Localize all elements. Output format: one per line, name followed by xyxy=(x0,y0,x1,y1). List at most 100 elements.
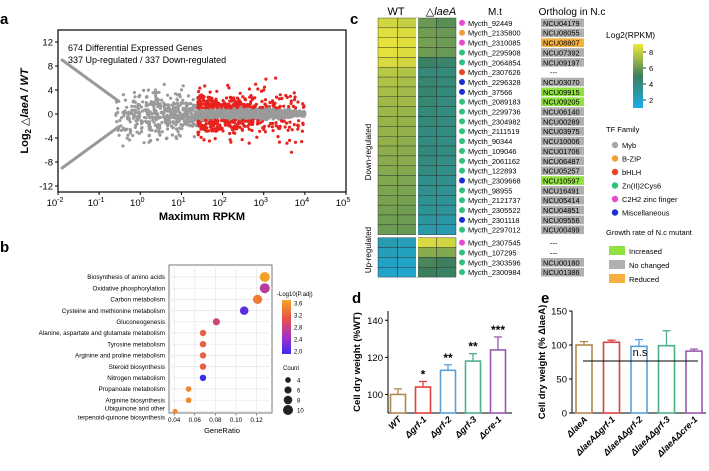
heatmap-cell xyxy=(436,86,457,97)
gene-point xyxy=(273,116,277,120)
heatmap-cell xyxy=(436,145,457,157)
gene-point xyxy=(154,129,158,133)
gene-point xyxy=(155,114,160,118)
gene-point xyxy=(151,118,155,122)
tf-family-dot xyxy=(459,49,465,56)
gene-point xyxy=(144,116,148,120)
heatmap-cell xyxy=(397,257,418,268)
ortholog-growth-box xyxy=(541,18,584,28)
gene-point xyxy=(125,105,129,109)
heatmap-cell xyxy=(436,76,457,88)
dotplot-term-label: Biosynthesis of amino acids xyxy=(87,274,165,281)
heatmap-cell xyxy=(436,116,457,127)
annotation-line-2: 337 Up-regulated / 337 Down-regulated xyxy=(68,55,226,65)
gene-point xyxy=(191,120,195,124)
deg-point xyxy=(202,95,206,99)
gene-point xyxy=(262,114,266,118)
deg-point xyxy=(300,140,304,144)
gene-point xyxy=(213,114,218,119)
gene-point xyxy=(173,116,177,120)
gene-point xyxy=(116,106,120,111)
gene-point xyxy=(134,123,138,127)
heatmap-cell xyxy=(436,155,457,166)
deg-point xyxy=(199,135,203,139)
deg-point xyxy=(224,106,228,110)
tf-family-dot xyxy=(459,39,465,46)
dotplot-dot xyxy=(199,363,207,370)
deg-point xyxy=(225,102,229,106)
gene-point xyxy=(232,106,236,110)
deg-point xyxy=(199,124,203,128)
ortholog-growth-box xyxy=(541,195,584,205)
deg-point xyxy=(274,76,278,80)
gene-point xyxy=(180,124,184,128)
tick-exponent: -2 xyxy=(57,197,63,204)
gene-id: Mycth_2061162 xyxy=(468,157,520,166)
gene-id: Mycth_2135800 xyxy=(468,29,521,38)
heatmap-cell xyxy=(436,165,457,176)
deg-point xyxy=(263,102,267,106)
deg-point xyxy=(196,95,200,99)
gene-id: Mycth_2303596 xyxy=(468,258,521,267)
heatmap-cell xyxy=(377,257,398,268)
gene-point xyxy=(183,107,187,111)
panel-d: d 100 120 140 WT * Δgrf-1 ** Δgrf-2 ** Δgrf-3 ***… xyxy=(352,290,512,442)
gene-point xyxy=(133,100,137,104)
gene-point xyxy=(231,110,235,114)
gene-point xyxy=(114,112,118,116)
gene-point xyxy=(169,96,173,100)
gene-point xyxy=(281,111,285,115)
deg-point xyxy=(249,94,253,98)
count-legend-dot xyxy=(283,395,293,405)
scatter-y-tick-label: 4 xyxy=(48,86,53,97)
gene-point xyxy=(122,126,126,130)
gene-point xyxy=(170,133,174,137)
ortholog-growth-box xyxy=(541,97,584,107)
gene-point xyxy=(164,120,168,124)
ortholog-growth-box xyxy=(541,48,584,57)
panel-b: b Biosynthesis of amino acids Oxidative p… xyxy=(0,239,313,435)
deg-point xyxy=(252,104,256,108)
scatter-points xyxy=(60,58,307,170)
deg-point xyxy=(244,119,248,123)
deg-point xyxy=(296,100,300,104)
gene-point xyxy=(121,144,125,148)
gene-point xyxy=(174,123,178,127)
scatter-y-ticks: 12 8 4 0 -4 -8 -12 xyxy=(39,38,58,193)
gene-id: Mycth_37566 xyxy=(468,88,512,97)
deg-point xyxy=(287,125,292,129)
heatmap-cell xyxy=(436,267,457,278)
gene-point xyxy=(148,122,152,126)
growth-legend-swatch xyxy=(609,246,625,255)
deg-point xyxy=(197,90,201,94)
heatmap-cell xyxy=(416,237,437,248)
gene-point xyxy=(166,93,170,97)
tf-family-dot xyxy=(459,207,465,214)
gene-point xyxy=(179,88,184,92)
gene-id: Mycth_2304982 xyxy=(468,117,521,126)
gene-point xyxy=(181,84,185,88)
deg-point xyxy=(246,119,250,123)
dotplot-x-tick-label: 0.10 xyxy=(230,417,243,424)
heatmap-cell xyxy=(377,67,398,78)
annotation-line-1: 674 Differential Expressed Genes xyxy=(68,43,203,53)
deg-point xyxy=(208,90,212,94)
tf-family-legend-label: Myb xyxy=(622,141,636,150)
deg-point xyxy=(283,125,287,129)
gene-id: Mycth_90344 xyxy=(468,137,512,146)
deg-point xyxy=(289,150,294,154)
dotplot-dot xyxy=(199,374,207,381)
deg-point xyxy=(218,125,222,129)
ortholog-growth-box xyxy=(541,205,584,215)
deg-point xyxy=(282,119,286,123)
gene-point xyxy=(126,117,130,121)
ortholog-id: NCU00180 xyxy=(543,258,580,267)
deg-point xyxy=(246,124,250,128)
heatmap-cell xyxy=(377,57,398,68)
gene-point xyxy=(172,112,176,116)
heatmap-cell xyxy=(436,247,457,258)
deg-point xyxy=(258,106,262,110)
heatmap-cell xyxy=(416,126,437,137)
tf-family-legend-dot xyxy=(611,195,619,203)
panel-b-letter: b xyxy=(0,239,9,256)
